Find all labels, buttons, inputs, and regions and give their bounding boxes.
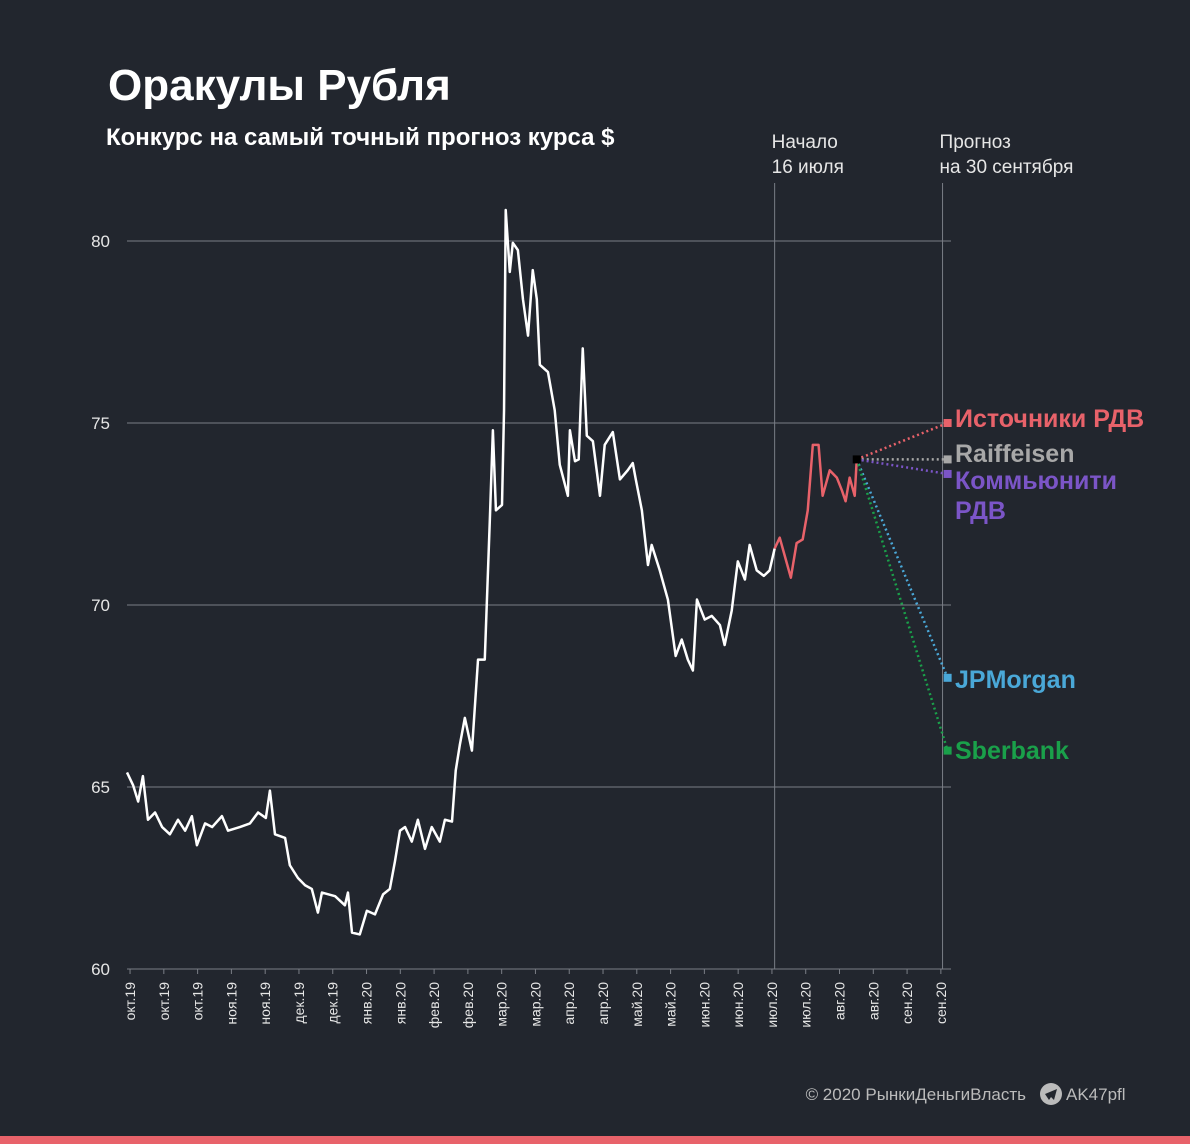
x-tick-label: янв.20 — [359, 982, 375, 1024]
telegram-plane — [1045, 1089, 1057, 1100]
channel: AK47pfl — [1066, 1085, 1126, 1104]
annotation-text: 16 июля — [772, 157, 844, 178]
y-tick-label: 60 — [91, 960, 110, 979]
forecast-point — [943, 673, 952, 682]
x-tick-label: июн.20 — [696, 982, 712, 1028]
x-tick-label: дек.19 — [291, 982, 307, 1024]
x-tick-label: июл.20 — [764, 982, 780, 1028]
annotation-text: на 30 сентября — [940, 157, 1074, 178]
x-tick-label: авг.20 — [865, 982, 881, 1020]
copyright: © 2020 РынкиДеньгиВласть — [806, 1085, 1027, 1104]
price-line — [773, 443, 858, 579]
x-tick-label: мар.20 — [527, 982, 543, 1027]
chart-subtitle: Конкурс на самый точный прогноз курса $ — [106, 124, 615, 151]
forecast-label: Коммьюнити РДВ — [955, 466, 1117, 525]
forecast-line — [855, 459, 949, 751]
forecast-line — [856, 458, 948, 476]
x-tick-label: апр.20 — [595, 982, 611, 1025]
x-tick-label: фев.20 — [460, 982, 476, 1028]
x-tick-label: июл.20 — [798, 982, 814, 1028]
forecast-point — [943, 746, 952, 755]
x-tick-label: окт.19 — [156, 982, 172, 1021]
forecast-label: Raiffeisen — [955, 440, 1075, 469]
forecast-point — [943, 469, 952, 478]
price-line — [125, 208, 776, 936]
chart-title: Оракулы Рубля — [108, 61, 451, 110]
y-tick-label: 65 — [91, 778, 110, 797]
y-tick-label: 80 — [91, 232, 110, 251]
x-tick-label: окт.19 — [122, 982, 138, 1021]
x-tick-label: май.20 — [663, 982, 679, 1027]
x-tick-label: фев.20 — [426, 982, 442, 1028]
x-tick-label: май.20 — [629, 982, 645, 1027]
y-tick-label: 70 — [91, 596, 110, 615]
x-tick-label: янв.20 — [392, 982, 408, 1024]
annotation-text: Начало — [772, 132, 838, 153]
x-tick-label: сен.20 — [933, 982, 949, 1024]
forecast-label: JPMorgan — [955, 665, 1076, 694]
x-tick-label: дек.19 — [325, 982, 341, 1024]
forecast-line — [855, 458, 949, 679]
x-tick-label: апр.20 — [561, 982, 577, 1025]
start-point — [852, 455, 861, 464]
x-tick-label: сен.20 — [899, 982, 915, 1024]
y-tick-label: 75 — [91, 414, 110, 433]
x-tick-label: авг.20 — [832, 982, 848, 1020]
x-tick-label: ноя.19 — [257, 982, 273, 1025]
forecast-point — [943, 419, 952, 427]
x-tick-label: мар.20 — [494, 982, 510, 1027]
forecast-point — [943, 455, 952, 464]
forecast-line — [856, 421, 949, 461]
annotation-text: Прогноз — [940, 132, 1011, 153]
forecast-label: Источники РДВ — [955, 405, 1145, 433]
bottom-bar — [0, 1136, 1190, 1144]
x-tick-label: ноя.19 — [223, 982, 239, 1025]
x-tick-label: окт.19 — [190, 982, 206, 1021]
forecast-label: Sberbank — [955, 736, 1069, 765]
x-tick-label: июн.20 — [730, 982, 746, 1028]
